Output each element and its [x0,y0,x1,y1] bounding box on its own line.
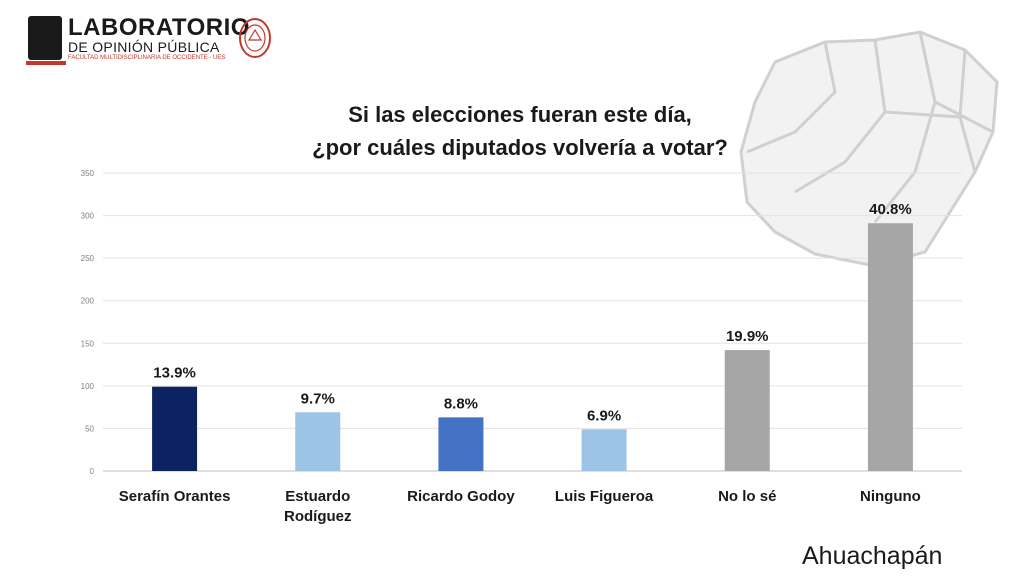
x-tick-label: Rodíguez [284,508,352,525]
data-label: 6.9% [587,407,621,424]
y-tick-label: 150 [81,339,95,348]
bar [438,417,483,471]
data-label: 8.8% [444,395,478,412]
y-tick-label: 350 [81,169,95,178]
y-tick-label: 0 [90,467,95,476]
x-tick-label: Estuardo [285,488,350,505]
chart-bars [152,223,913,471]
data-label: 40.8% [869,201,912,218]
y-tick-label: 300 [81,212,95,221]
y-tick-label: 200 [81,297,95,306]
data-labels: 13.9% 9.7% 8.8% 6.9% 19.9% 40.8% [153,201,911,424]
y-tick-label: 100 [81,382,95,391]
data-label: 13.9% [153,365,196,382]
x-tick-label: No lo sé [718,488,776,505]
y-tick-label: 250 [81,254,95,263]
y-tick-label: 50 [85,424,94,433]
bar [152,387,197,471]
y-axis: 0 50 100 150 200 250 300 350 [81,169,95,476]
bar [582,429,627,471]
x-tick-label: Ricardo Godoy [407,488,515,505]
bar [868,223,913,471]
x-axis: Serafín Orantes Estuardo Rodíguez Ricardo G… [119,488,921,525]
x-tick-label: Ninguno [860,488,921,505]
data-label: 19.9% [726,328,769,345]
x-tick-label: Serafín Orantes [119,488,231,505]
bar [725,350,770,471]
region-label: Ahuachapán [802,542,942,571]
bar-chart: 050100150200250300350 13.9%9.7% 8.8%6.9%1… [0,0,1024,576]
x-tick-label: Luis Figueroa [555,488,654,505]
data-label: 9.7% [301,390,335,407]
chart-gridlines [103,173,962,471]
bar [295,412,340,471]
